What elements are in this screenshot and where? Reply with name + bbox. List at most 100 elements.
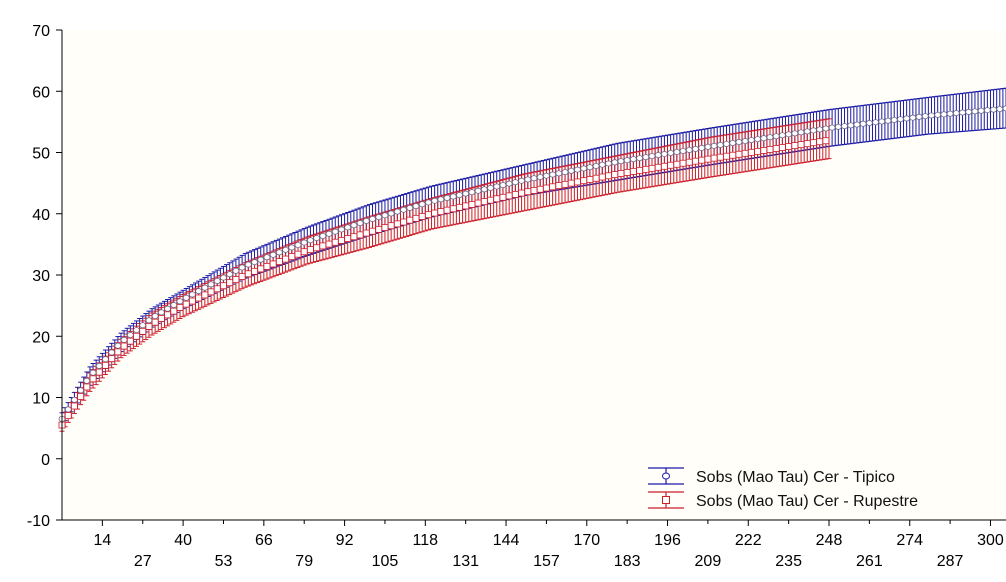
y-tick-label: 0: [41, 452, 50, 469]
data-point-tipico: [214, 278, 220, 283]
data-point-tipico: [568, 168, 574, 173]
data-point-tipico: [829, 125, 835, 130]
data-point-rupestre: [469, 201, 475, 207]
data-point-rupestre: [394, 221, 400, 227]
data-point-tipico: [904, 116, 910, 121]
data-point-rupestre: [531, 187, 537, 193]
data-point-tipico: [593, 163, 599, 168]
data-point-rupestre: [146, 323, 152, 329]
data-point-tipico: [748, 137, 754, 142]
data-point-rupestre: [326, 241, 332, 247]
data-point-rupestre: [593, 175, 599, 181]
data-point-tipico: [885, 118, 891, 123]
data-point-rupestre: [761, 147, 767, 153]
legend-marker-tipico: [663, 473, 670, 479]
data-point-tipico: [674, 149, 680, 154]
data-point-tipico: [183, 295, 189, 300]
legend-label-rupestre: Sobs (Mao Tau) Cer - Rupestre: [696, 493, 918, 510]
data-point-tipico: [438, 197, 444, 202]
data-point-tipico: [264, 255, 270, 260]
x-tick-label: 14: [93, 532, 111, 549]
data-point-tipico: [891, 117, 897, 122]
data-point-rupestre: [233, 277, 239, 283]
data-point-tipico: [220, 275, 226, 280]
data-point-rupestre: [618, 170, 624, 176]
data-point-tipico: [972, 109, 978, 114]
data-point-tipico: [357, 220, 363, 225]
x-tick-label: 287: [937, 553, 964, 570]
data-point-tipico: [574, 167, 580, 172]
data-point-tipico: [854, 122, 860, 127]
data-point-rupestre: [500, 194, 506, 200]
data-point-tipico: [562, 170, 568, 175]
data-point-rupestre: [307, 247, 313, 253]
data-point-rupestre: [109, 356, 115, 362]
y-tick-label: -10: [27, 513, 50, 530]
data-point-tipico: [425, 200, 431, 205]
x-tick-label: 157: [533, 553, 560, 570]
data-point-rupestre: [711, 155, 717, 161]
data-point-rupestre: [699, 157, 705, 163]
data-point-tipico: [879, 119, 885, 124]
data-point-rupestre: [276, 259, 282, 265]
data-point-tipico: [84, 378, 90, 383]
data-point-rupestre: [674, 161, 680, 167]
data-point-tipico: [960, 110, 966, 115]
data-point-tipico: [202, 285, 208, 290]
data-point-rupestre: [587, 176, 593, 182]
data-point-tipico: [401, 207, 407, 212]
data-point-tipico: [767, 135, 773, 140]
data-point-rupestre: [401, 219, 407, 225]
data-point-rupestre: [270, 261, 276, 267]
data-point-tipico: [804, 129, 810, 134]
data-point-rupestre: [767, 146, 773, 152]
data-point-tipico: [121, 337, 127, 342]
data-point-rupestre: [810, 140, 816, 146]
data-point-rupestre: [351, 234, 357, 240]
x-tick-label: 274: [896, 532, 923, 549]
x-tick-label: 235: [775, 553, 802, 570]
data-point-tipico: [699, 145, 705, 150]
data-point-rupestre: [289, 254, 295, 260]
data-point-tipico: [556, 171, 562, 176]
data-point-rupestre: [649, 165, 655, 171]
data-point-tipico: [109, 350, 115, 355]
y-tick-label: 70: [32, 23, 50, 40]
data-point-rupestre: [574, 179, 580, 185]
data-point-rupestre: [556, 183, 562, 189]
data-point-tipico: [382, 213, 388, 218]
y-tick-label: 40: [32, 207, 50, 224]
data-point-rupestre: [786, 144, 792, 150]
data-point-tipico: [196, 288, 202, 293]
data-point-tipico: [295, 242, 301, 247]
x-tick-label: 79: [295, 553, 313, 570]
data-point-tipico: [276, 250, 282, 255]
data-point-tipico: [314, 235, 320, 240]
data-point-tipico: [618, 159, 624, 164]
data-point-tipico: [519, 178, 525, 183]
data-point-tipico: [997, 106, 1003, 111]
data-point-rupestre: [661, 163, 667, 169]
data-point-tipico: [407, 205, 413, 210]
data-point-tipico: [581, 166, 587, 171]
data-point-tipico: [158, 310, 164, 315]
data-point-tipico: [494, 184, 500, 189]
data-point-rupestre: [158, 315, 164, 321]
data-point-tipico: [736, 139, 742, 144]
data-point-tipico: [910, 115, 916, 120]
x-tick-label: 66: [255, 532, 273, 549]
data-point-rupestre: [208, 289, 214, 295]
data-point-tipico: [134, 328, 140, 333]
data-point-tipico: [127, 332, 133, 337]
data-point-rupestre: [196, 295, 202, 301]
data-point-tipico: [947, 111, 953, 116]
data-point-rupestre: [127, 338, 133, 344]
x-tick-label: 53: [215, 553, 233, 570]
data-point-tipico: [177, 299, 183, 304]
data-point-tipico: [320, 233, 326, 238]
y-tick-label: 50: [32, 146, 50, 163]
data-point-tipico: [916, 114, 922, 119]
data-point-tipico: [419, 202, 425, 207]
data-point-rupestre: [245, 271, 251, 277]
data-point-rupestre: [630, 168, 636, 174]
